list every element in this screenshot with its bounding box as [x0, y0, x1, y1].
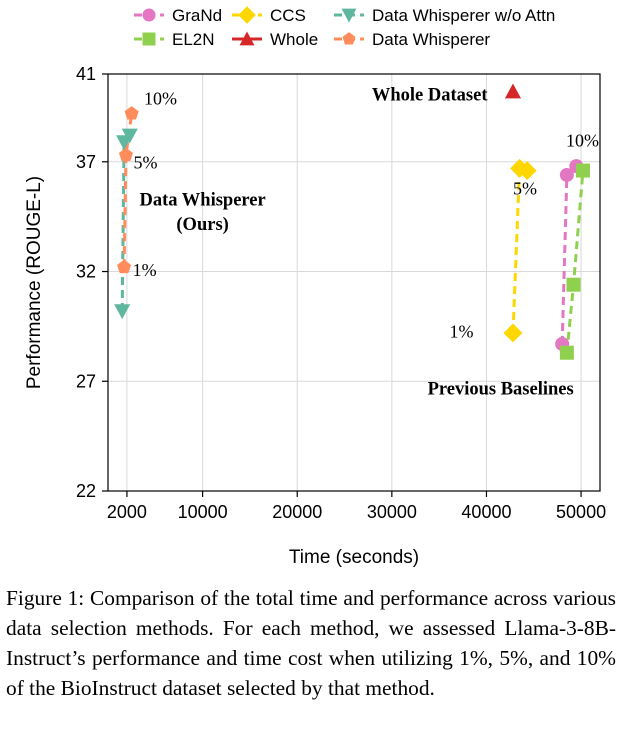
legend-label-whole: Whole — [270, 30, 318, 49]
point-data-whisperer-w-o-attn — [121, 128, 138, 144]
percent-label: 5% — [513, 179, 537, 199]
axes: 2000 10000 20000 30000 40000 50000 22 27 32 37 41 T… — [24, 64, 606, 568]
legend-marker-el2n — [142, 32, 156, 46]
point-grand — [559, 167, 574, 182]
point-ccs — [510, 158, 530, 178]
figure-caption: Figure 1: Comparison of the total time a… — [6, 586, 616, 700]
legend-marker-ccs — [238, 6, 256, 24]
plot-frame — [107, 73, 601, 492]
y-tick-label: 27 — [76, 371, 96, 391]
y-tick-label: 37 — [76, 152, 96, 172]
annotation-label: Data Whisperer — [139, 191, 265, 211]
point-data-whisperer — [117, 259, 132, 274]
legend-marker-data-whisperer — [342, 32, 356, 45]
x-tick-label: 20000 — [272, 502, 322, 522]
x-tick-label: 30000 — [367, 502, 417, 522]
y-axis-title: Performance (ROUGE-L) — [24, 176, 45, 389]
legend-label-el2n: EL2N — [172, 30, 215, 49]
annotation-label: (Ours) — [176, 215, 228, 235]
y-tick-label: 22 — [76, 481, 96, 501]
x-tick-label: 10000 — [178, 502, 228, 522]
annotations: 10% 5% 1% Data Whisperer (Ours) Whole Dataset… — [133, 85, 599, 399]
legend: GraNd CCS Data Whisperer w/o Attn EL2N Whole… — [134, 6, 555, 49]
point-ccs — [517, 161, 537, 181]
point-data-whisperer — [118, 147, 133, 162]
percent-label: 10% — [144, 89, 177, 109]
chart: 2000 10000 20000 30000 40000 50000 22 27 32 37 41 T… — [24, 6, 606, 568]
x-tick-label: 40000 — [461, 502, 511, 522]
series-line-grand — [560, 165, 578, 344]
grid-lines — [108, 73, 600, 492]
legend-marker-whole — [239, 31, 255, 46]
point-el2n — [575, 163, 590, 178]
point-ccs — [503, 323, 523, 343]
x-axis-title: Time (seconds) — [289, 547, 419, 568]
x-tick-label: 50000 — [556, 502, 606, 522]
percent-label: 10% — [566, 130, 599, 150]
point-data-whisperer — [124, 106, 139, 120]
x-tick-label: 2000 — [107, 502, 147, 522]
legend-label-ccs: CCS — [270, 6, 306, 25]
y-tick-label: 41 — [76, 64, 96, 84]
percent-label: 5% — [134, 152, 158, 172]
point-el2n — [559, 345, 574, 360]
point-whole — [504, 83, 522, 99]
series-markers — [114, 83, 590, 360]
legend-label-data-whisperer-w-o-attn: Data Whisperer w/o Attn — [372, 6, 555, 25]
annotation-label: Whole Dataset — [372, 85, 488, 105]
annotation-label: Previous Baselines — [428, 379, 574, 399]
point-data-whisperer-w-o-attn — [114, 304, 131, 320]
percent-label: 1% — [133, 260, 157, 280]
percent-label: 1% — [450, 321, 474, 341]
legend-marker-grand — [142, 8, 156, 22]
y-tick-label: 32 — [76, 262, 96, 282]
legend-marker-data-whisperer-w-o-attn — [341, 8, 357, 23]
series-line-el2n — [565, 170, 585, 353]
legend-label-grand: GraNd — [172, 6, 222, 25]
legend-label-data-whisperer: Data Whisperer — [372, 30, 490, 49]
point-el2n — [566, 277, 581, 292]
